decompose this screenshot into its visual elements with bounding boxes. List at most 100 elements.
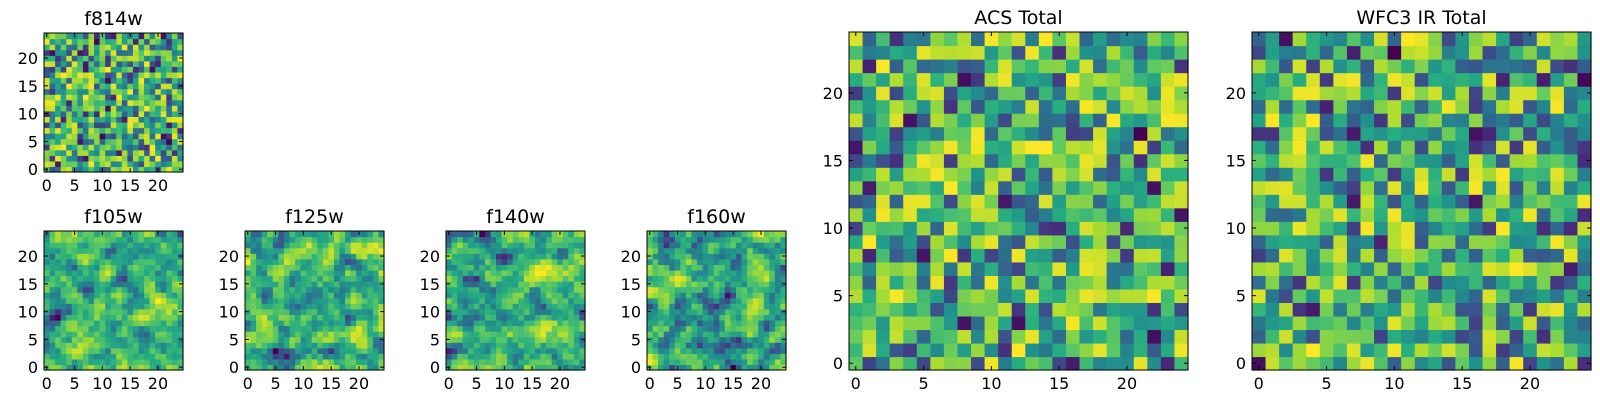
heatmap-cell — [562, 308, 569, 315]
heatmap-cell — [697, 236, 704, 243]
heatmap-cell — [132, 116, 140, 123]
heatmap-cell — [1414, 207, 1429, 222]
heatmap-cell — [261, 303, 268, 310]
heatmap-cell — [278, 342, 285, 349]
heatmap-cell — [322, 231, 329, 238]
heatmap-cell — [573, 303, 581, 310]
heatmap-cell — [144, 38, 151, 45]
heatmap-cell — [468, 231, 475, 238]
heatmap-cell — [708, 331, 715, 338]
heatmap-cell — [1550, 356, 1565, 371]
heatmap-cell — [557, 264, 564, 271]
heatmap-cell — [149, 297, 156, 304]
heatmap-cell — [1550, 288, 1565, 303]
heatmap-cell — [116, 88, 123, 95]
heatmap-cell — [680, 242, 687, 249]
heatmap-cell — [1160, 234, 1176, 249]
heatmap-cell — [719, 275, 726, 282]
heatmap-cell — [1563, 72, 1579, 87]
heatmap-cell — [110, 231, 117, 238]
heatmap-cell — [1401, 234, 1416, 249]
heatmap-cell — [311, 364, 318, 371]
heatmap-cell — [1120, 126, 1135, 141]
heatmap-cell — [261, 269, 268, 277]
heatmap-cell — [77, 155, 84, 162]
heatmap-cell — [99, 247, 106, 254]
heatmap-cell — [44, 314, 51, 321]
heatmap-cell — [534, 231, 542, 238]
heatmap-cell — [66, 116, 73, 123]
heatmap-cell — [658, 281, 665, 288]
heatmap-cells — [446, 231, 586, 371]
heatmap-cell — [166, 358, 173, 366]
heatmap-cell — [724, 342, 731, 349]
heatmap-cell — [1147, 356, 1162, 371]
heatmap-cell — [1306, 261, 1321, 276]
heatmap-cell — [77, 319, 84, 327]
heatmap-cell — [177, 342, 184, 349]
heatmap-cell — [1319, 248, 1334, 263]
heatmap-cell — [295, 314, 302, 321]
heatmap-cell — [166, 121, 173, 129]
heatmap-cell — [529, 247, 536, 254]
heatmap-cell — [356, 303, 363, 310]
heatmap-cell — [849, 59, 864, 74]
heatmap-cell — [333, 286, 341, 293]
heatmap-cell — [501, 281, 508, 288]
heatmap-cell — [1319, 153, 1334, 168]
heatmap-cell — [138, 121, 145, 129]
heatmap-cell — [1011, 221, 1026, 236]
heatmap-cell — [479, 297, 486, 304]
heatmap-cell — [250, 231, 257, 238]
heatmap-cell — [534, 258, 542, 265]
heatmap-cell — [943, 342, 959, 358]
heatmap-cell — [501, 342, 508, 349]
heatmap-cell — [540, 314, 547, 321]
heatmap-cell — [171, 353, 179, 360]
heatmap-cell — [300, 314, 307, 321]
heatmap-cell — [88, 166, 95, 173]
heatmap-cell — [957, 140, 972, 155]
heatmap-cell — [88, 325, 95, 332]
heatmap-cell — [501, 242, 508, 249]
heatmap-cell — [658, 297, 665, 304]
heatmap-cell — [1106, 248, 1121, 263]
heatmap-cell — [930, 126, 945, 141]
heatmap-cell — [446, 275, 453, 282]
heatmap-cell — [724, 314, 731, 321]
heatmap-cell — [658, 358, 665, 366]
heatmap-cell — [889, 234, 904, 249]
heatmap-cell — [105, 247, 112, 254]
heatmap-cell — [171, 314, 179, 321]
heatmap-cell — [110, 364, 117, 371]
heatmap-cell — [60, 33, 67, 40]
heatmap-cell — [261, 353, 268, 360]
heatmap-cell — [350, 297, 357, 304]
heatmap-cell — [680, 331, 687, 338]
heatmap-cell — [1093, 99, 1108, 114]
heatmap-cell — [568, 331, 575, 338]
heatmap-cell — [1414, 59, 1429, 74]
heatmap-cell — [957, 315, 972, 331]
heatmap-cell — [105, 160, 112, 168]
heatmap-cell — [691, 342, 698, 349]
heatmap-cell — [60, 314, 67, 321]
heatmap-cell — [562, 258, 569, 265]
heatmap-cell — [66, 269, 73, 277]
heatmap-cell — [1079, 302, 1094, 317]
heatmap-cell — [1374, 356, 1389, 371]
heatmap-cell — [691, 269, 698, 277]
heatmap-cell — [468, 242, 475, 249]
heatmap-cell — [663, 253, 670, 260]
heatmap-cell — [99, 110, 106, 117]
heatmap-cell — [1360, 248, 1375, 263]
heatmap-cell — [160, 364, 167, 371]
heatmap-cell — [1025, 261, 1040, 276]
heatmap-cell — [1265, 167, 1280, 182]
heatmap-cell — [49, 347, 56, 354]
heatmap-cell — [1174, 221, 1189, 236]
heatmap-cell — [735, 308, 743, 315]
heatmap-cell — [685, 275, 693, 282]
heatmap-cell — [60, 331, 67, 338]
heatmap-cell — [1496, 72, 1511, 87]
